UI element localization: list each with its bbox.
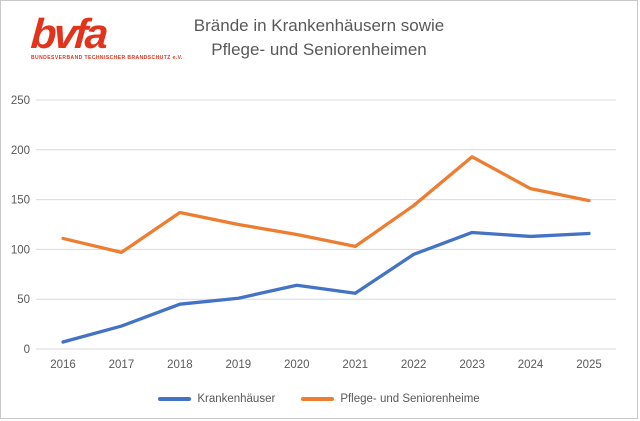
x-axis-tick-label: 2018 — [167, 359, 193, 371]
chart-title-line2: Pflege- und Seniorenheimen — [211, 40, 427, 59]
x-axis-tick-label: 2024 — [518, 359, 544, 371]
x-axis-tick-label: 2020 — [284, 359, 310, 371]
chart-legend: Krankenhäuser Pflege- und Seniorenheime — [1, 393, 637, 405]
y-axis-tick-label: 50 — [17, 294, 30, 306]
y-axis-tick-label: 250 — [11, 95, 30, 107]
legend-label: Pflege- und Seniorenheime — [340, 393, 480, 405]
x-axis-tick-label: 2023 — [459, 359, 485, 371]
legend-line-swatch-orange — [301, 397, 335, 401]
y-axis-tick-label: 0 — [24, 344, 30, 356]
y-axis-tick-label: 200 — [11, 145, 30, 157]
legend-line-swatch-blue — [158, 397, 192, 401]
legend-item-krankenhaeuser: Krankenhäuser — [158, 393, 275, 405]
legend-label: Krankenhäuser — [197, 393, 276, 405]
x-axis-tick-label: 2025 — [576, 359, 602, 371]
bvfa-logo: bvfa BUNDESVERBAND TECHNISCHER BRANDSCHU… — [29, 10, 183, 61]
x-axis-tick-label: 2016 — [50, 359, 76, 371]
y-axis-tick-label: 150 — [11, 195, 30, 207]
chart-title-line1: Brände in Krankenhäusern sowie — [193, 16, 445, 35]
series-line-krankenhaeuser — [61, 230, 591, 344]
series-line-pflege-und-seniorenheime — [61, 155, 591, 255]
x-axis-tick-label: 2022 — [401, 359, 427, 371]
legend-item-pflegeheime: Pflege- und Seniorenheime — [301, 393, 480, 405]
x-axis-tick-label: 2017 — [109, 359, 135, 371]
x-axis-tick-label: 2019 — [226, 359, 252, 371]
y-axis-tick-label: 100 — [11, 244, 30, 256]
bvfa-logo-subtitle: BUNDESVERBAND TECHNISCHER BRANDSCHUTZ e.… — [31, 55, 183, 61]
chart-title: Brände in Krankenhäusern sowie Pflege- u… — [111, 14, 527, 62]
x-axis-tick-label: 2021 — [342, 359, 368, 371]
